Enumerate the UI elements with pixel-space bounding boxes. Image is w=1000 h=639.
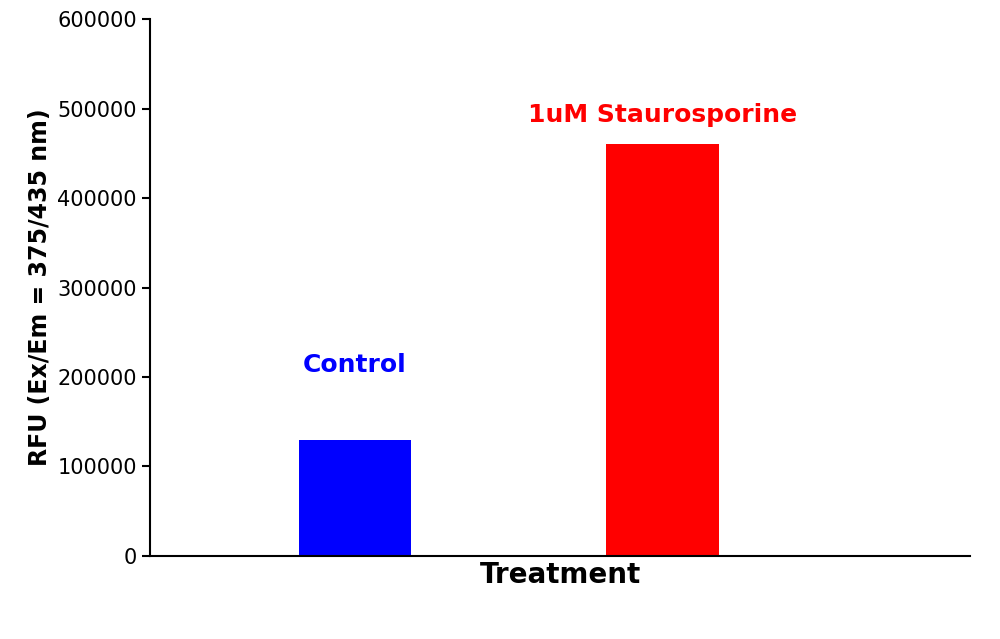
Text: 1uM Staurosporine: 1uM Staurosporine: [528, 102, 797, 127]
Y-axis label: RFU (Ex/Em = 375/435 nm): RFU (Ex/Em = 375/435 nm): [28, 109, 52, 466]
Bar: [299, 440, 411, 556]
Bar: [606, 144, 719, 556]
Text: Control: Control: [303, 353, 407, 377]
X-axis label: Treatment: Treatment: [479, 562, 641, 590]
